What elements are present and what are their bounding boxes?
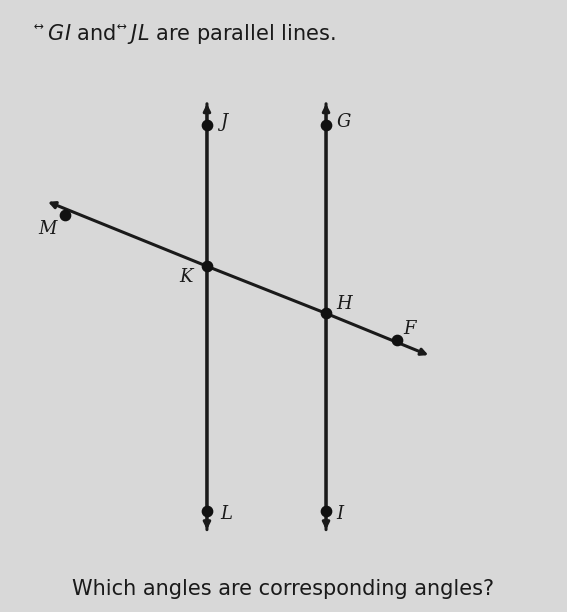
Text: $\overleftrightarrow{GI}$ and $\overleftrightarrow{JL}$ are parallel lines.: $\overleftrightarrow{GI}$ and $\overleft… — [34, 21, 336, 46]
Text: J: J — [220, 113, 227, 132]
Text: I: I — [336, 505, 344, 523]
Text: F: F — [404, 320, 416, 338]
Text: M: M — [39, 220, 57, 239]
Text: G: G — [336, 113, 350, 132]
Point — [202, 121, 211, 130]
Point — [321, 506, 331, 516]
Point — [392, 335, 401, 345]
Point — [202, 261, 211, 271]
Text: H: H — [336, 295, 352, 313]
Point — [321, 121, 331, 130]
Text: K: K — [179, 267, 193, 286]
Text: Which angles are corresponding angles?: Which angles are corresponding angles? — [73, 579, 494, 599]
Point — [321, 308, 331, 318]
Point — [202, 506, 211, 516]
Point — [61, 211, 70, 220]
Text: L: L — [220, 505, 232, 523]
